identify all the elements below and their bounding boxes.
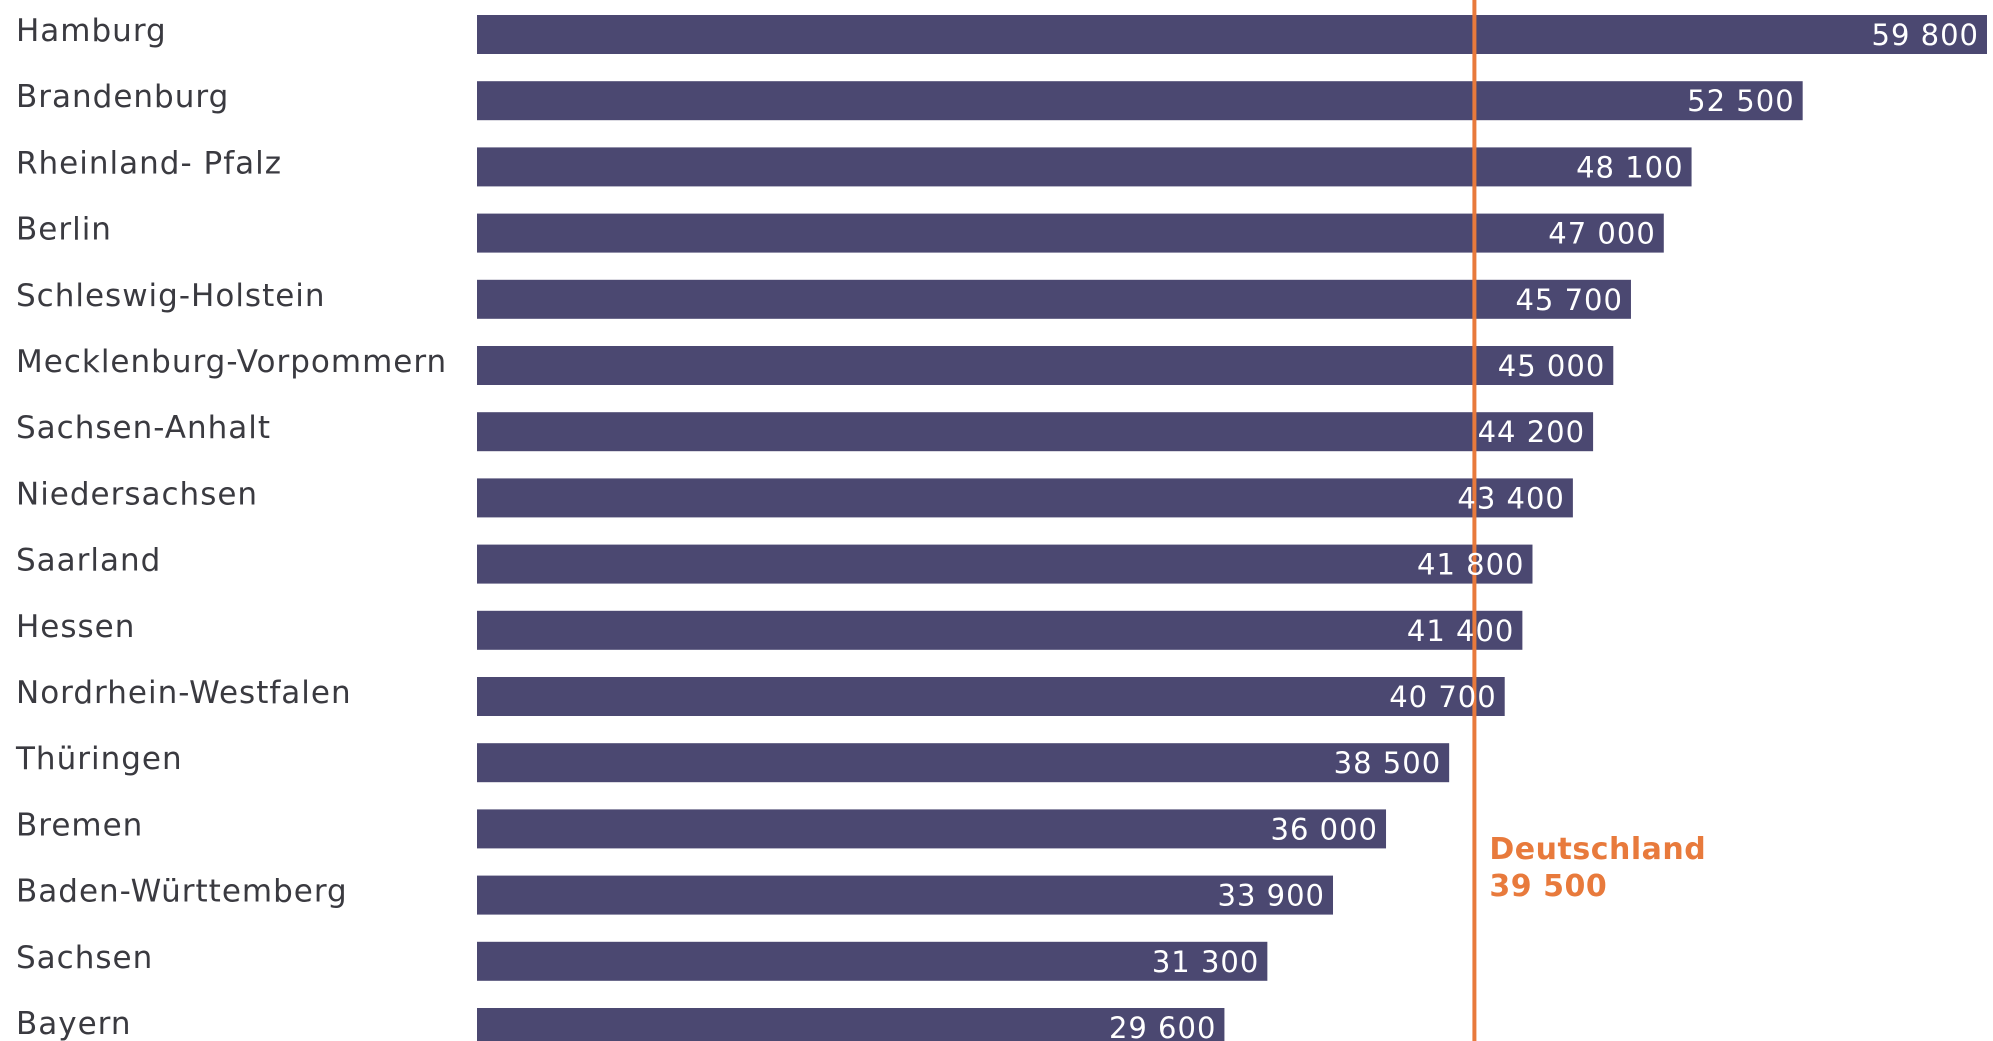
value-label-bayern: 29 600: [1109, 1011, 1216, 1041]
category-label-brandenburg: Brandenburg: [16, 79, 229, 115]
bar-berlin: [477, 213, 1664, 253]
category-label-sachsen: Sachsen: [16, 940, 153, 976]
germany-average-label: Deutschland: [1489, 832, 1706, 867]
value-label-hessen: 41 400: [1407, 614, 1514, 648]
germany-average-value: 39 500: [1489, 869, 1607, 904]
value-label-niedersachsen: 43 400: [1457, 481, 1564, 515]
category-label-saarland: Saarland: [16, 543, 161, 579]
value-label-brandenburg: 52 500: [1687, 84, 1794, 118]
value-label-saarland: 41 800: [1417, 548, 1524, 582]
category-label-hessen: Hessen: [16, 609, 135, 645]
bars-layer: [477, 15, 1987, 1041]
category-label-bremen: Bremen: [16, 807, 143, 843]
bar-mecklenburg-vorpommern: [477, 346, 1614, 385]
bar-brandenburg: [477, 81, 1803, 121]
bar-baden-württemberg: [477, 875, 1334, 915]
bar-hamburg: [477, 15, 1987, 54]
bar-bayern: [477, 1008, 1225, 1041]
bar-thüringen: [477, 743, 1450, 783]
value-label-rheinland-pfalz: 48 100: [1576, 150, 1683, 184]
category-label-nordrhein-westfalen: Nordrhein-Westfalen: [16, 675, 352, 711]
category-label-schleswig-holstein: Schleswig-Holstein: [16, 278, 326, 314]
bar-sachsen-anhalt: [477, 412, 1594, 452]
category-label-berlin: Berlin: [16, 212, 112, 248]
reference-layer: Deutschland 39 500: [1472, 0, 1706, 1041]
category-label-thüringen: Thüringen: [15, 741, 183, 777]
value-label-sachsen-anhalt: 44 200: [1478, 415, 1585, 449]
bar-niedersachsen: [477, 478, 1573, 518]
bar-bremen: [477, 809, 1387, 849]
value-label-baden-württemberg: 33 900: [1218, 879, 1325, 913]
bar-saarland: [477, 544, 1533, 584]
value-label-sachsen: 31 300: [1152, 945, 1259, 979]
category-label-baden-württemberg: Baden-Württemberg: [16, 874, 348, 910]
category-label-mecklenburg-vorpommern: Mecklenburg-Vorpommern: [16, 344, 447, 380]
category-label-bayern: Bayern: [16, 1006, 132, 1041]
category-label-niedersachsen: Niedersachsen: [16, 476, 258, 512]
value-label-mecklenburg-vorpommern: 45 000: [1498, 349, 1605, 383]
value-label-nordrhein-westfalen: 40 700: [1389, 680, 1496, 714]
labels-layer: Hamburg 59 800 Brandenburg 52 500 Rheinland-…: [15, 13, 1979, 1041]
bar-nordrhein-westfalen: [477, 677, 1505, 716]
value-label-berlin: 47 000: [1548, 217, 1655, 251]
value-label-hamburg: 59 800: [1872, 18, 1979, 52]
value-label-bremen: 36 000: [1271, 812, 1378, 846]
value-label-schleswig-holstein: 45 700: [1515, 283, 1622, 317]
value-label-thüringen: 38 500: [1334, 746, 1441, 780]
bar-sachsen: [477, 941, 1268, 981]
category-label-rheinland-pfalz: Rheinland- Pfalz: [16, 145, 282, 181]
bar-schleswig-holstein: [477, 279, 1631, 319]
bar-rheinland-pfalz: [477, 147, 1692, 187]
category-label-sachsen-anhalt: Sachsen-Anhalt: [16, 410, 271, 446]
category-label-hamburg: Hamburg: [16, 13, 167, 49]
bar-hessen: [477, 610, 1523, 650]
